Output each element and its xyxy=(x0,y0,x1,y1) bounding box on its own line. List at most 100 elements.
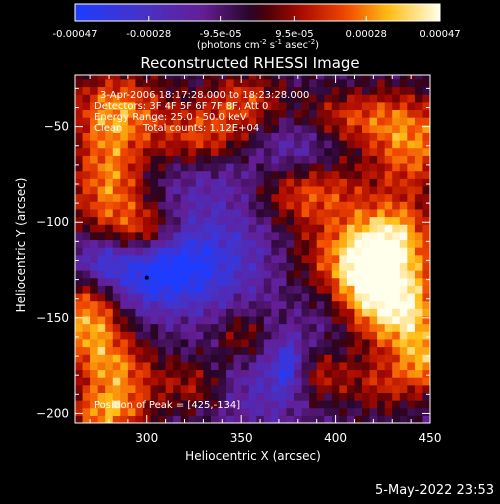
heatmap-cell xyxy=(414,285,424,294)
heatmap-cell xyxy=(112,193,121,202)
heatmap-cell xyxy=(248,354,257,363)
heatmap-cell xyxy=(294,231,303,241)
heatmap-cell xyxy=(233,117,242,126)
heatmap-cell xyxy=(407,193,416,202)
heatmap-cell xyxy=(127,392,137,401)
heatmap-cell xyxy=(339,292,348,302)
heatmap-cell xyxy=(82,147,91,156)
heatmap-cell xyxy=(346,384,356,394)
heatmap-cell xyxy=(173,75,182,80)
heatmap-cell xyxy=(354,94,363,103)
heatmap-cell xyxy=(127,117,137,126)
heatmap-cell xyxy=(180,277,189,286)
heatmap-cell xyxy=(271,331,280,340)
heatmap-cell xyxy=(271,415,280,423)
heatmap-cell xyxy=(422,300,430,309)
heatmap-cell xyxy=(331,162,340,172)
heatmap-cell xyxy=(377,193,386,202)
heatmap-cell xyxy=(75,300,84,309)
heatmap-cell xyxy=(248,86,257,95)
heatmap-cell xyxy=(354,109,363,118)
heatmap-cell xyxy=(233,300,242,309)
heatmap-cell xyxy=(339,270,348,279)
heatmap-cell xyxy=(150,86,159,95)
heatmap-cell xyxy=(301,292,310,302)
heatmap-cell xyxy=(331,147,340,156)
heatmap-cell xyxy=(97,415,106,423)
heatmap-cell xyxy=(142,178,152,187)
heatmap-cell xyxy=(97,338,106,348)
heatmap-cell xyxy=(97,185,106,195)
heatmap-cell xyxy=(75,109,84,118)
heatmap-cell xyxy=(339,132,348,141)
heatmap-cell xyxy=(309,285,318,294)
heatmap-cell xyxy=(369,369,378,378)
heatmap-cell xyxy=(399,270,408,279)
heatmap-cell xyxy=(271,86,280,95)
heatmap-cell xyxy=(407,315,416,325)
heatmap-cell xyxy=(309,254,318,263)
heatmap-cell xyxy=(233,155,242,164)
heatmap-cell xyxy=(203,277,212,286)
heatmap-cell xyxy=(112,400,121,409)
heatmap-cell xyxy=(127,185,137,195)
heatmap-cell xyxy=(263,75,272,80)
heatmap-cell xyxy=(263,78,272,88)
heatmap-cell xyxy=(165,155,174,164)
heatmap-cell xyxy=(324,208,333,218)
heatmap-cell xyxy=(407,239,416,248)
heatmap-cell xyxy=(105,285,114,294)
heatmap-cell xyxy=(354,208,363,218)
heatmap-cell xyxy=(188,308,197,317)
heatmap-cell xyxy=(324,315,333,325)
heatmap-cell xyxy=(142,308,152,317)
heatmap-cell xyxy=(165,208,174,218)
heatmap-cell xyxy=(256,354,265,363)
heatmap-cell xyxy=(120,170,129,179)
heatmap-cell xyxy=(241,78,250,88)
heatmap-cell xyxy=(226,377,235,386)
heatmap-cell xyxy=(120,415,129,423)
heatmap-cell xyxy=(354,308,363,317)
heatmap-cell xyxy=(414,109,424,118)
heatmap-cell xyxy=(127,193,137,202)
heatmap-cell xyxy=(120,147,129,156)
heatmap-cell xyxy=(142,147,152,156)
heatmap-cell xyxy=(346,224,356,233)
heatmap-cell xyxy=(248,277,257,286)
heatmap-cell xyxy=(97,208,106,218)
heatmap-cell xyxy=(127,162,137,172)
heatmap-cell xyxy=(135,140,144,149)
heatmap-cell xyxy=(150,78,159,88)
heatmap-cell xyxy=(324,193,333,202)
heatmap-cell xyxy=(407,216,416,225)
heatmap-cell xyxy=(362,392,371,401)
heatmap-cell xyxy=(241,277,250,286)
heatmap-cell xyxy=(399,407,408,416)
heatmap-cell xyxy=(135,392,144,401)
heatmap-cell xyxy=(188,193,197,202)
heatmap-cell xyxy=(210,346,220,355)
heatmap-cell xyxy=(82,224,91,233)
heatmap-cell xyxy=(112,285,121,294)
heatmap-cell xyxy=(75,254,84,263)
heatmap-cell xyxy=(301,124,310,133)
heatmap-cell xyxy=(218,354,227,363)
heatmap-cell xyxy=(180,323,189,332)
heatmap-cell xyxy=(414,407,424,416)
heatmap-cell xyxy=(233,346,242,355)
heatmap-cell xyxy=(309,101,318,111)
heatmap-cell xyxy=(362,101,371,111)
heatmap-cell xyxy=(97,400,106,409)
heatmap-cell xyxy=(324,216,333,225)
annotation-energy: Energy Range: 25.0 - 50.0 keV xyxy=(94,112,247,123)
heatmap-cell xyxy=(256,147,265,156)
heatmap-cell xyxy=(82,216,91,225)
heatmap-cell xyxy=(392,308,401,317)
heatmap-cell xyxy=(195,75,204,80)
heatmap-cell xyxy=(384,384,393,394)
heatmap-cell xyxy=(369,155,378,164)
heatmap-cell xyxy=(309,323,318,332)
heatmap-cell xyxy=(127,331,137,340)
colorbar-unit: (photons cm-2 s-1 asec-2) xyxy=(197,38,319,51)
